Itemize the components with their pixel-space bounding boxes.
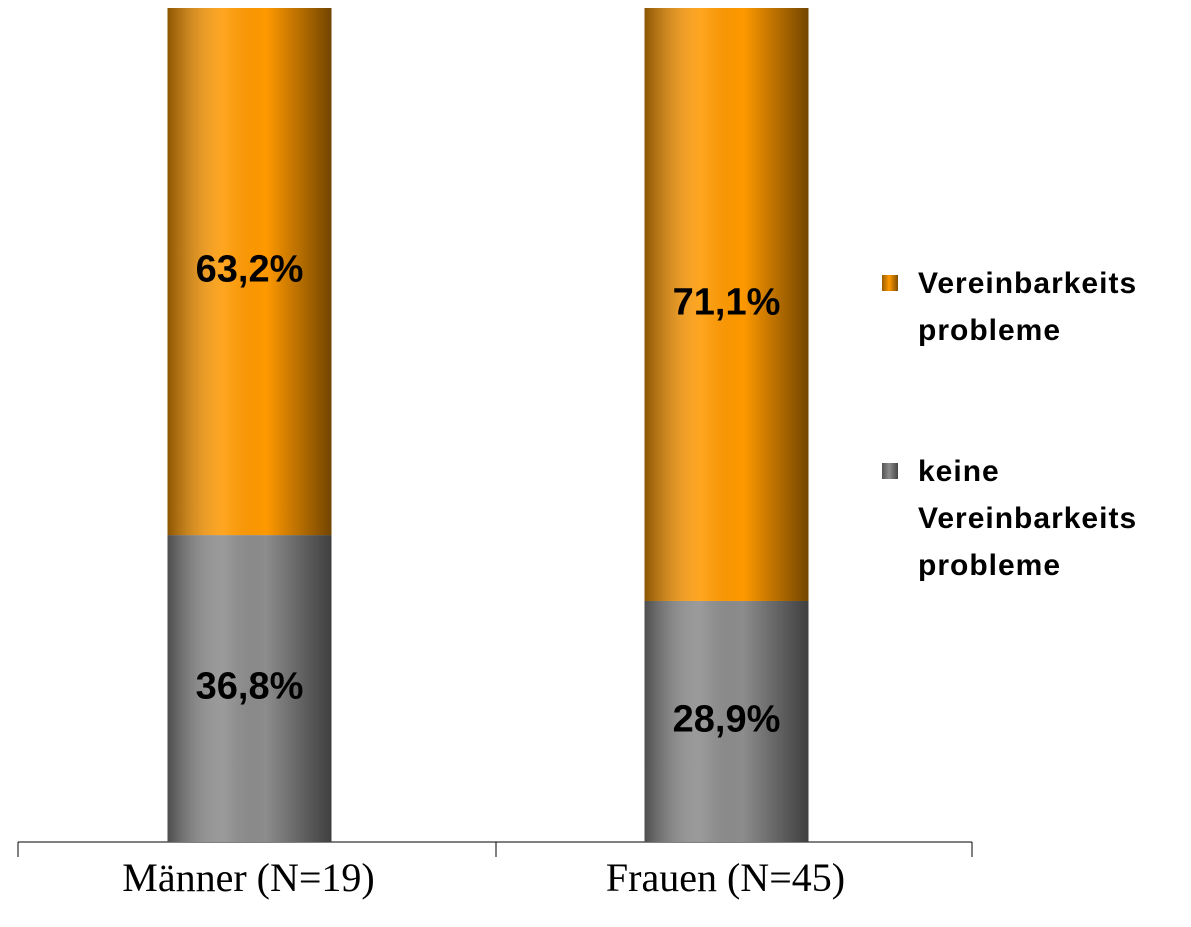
- legend-key: [882, 275, 898, 291]
- data-label: 36,8%: [196, 666, 304, 708]
- data-label: 63,2%: [196, 249, 304, 291]
- data-label: 71,1%: [673, 282, 781, 324]
- legend-label: Vereinbarkeits probleme: [918, 267, 1138, 347]
- bar-shading: [167, 535, 332, 842]
- data-label: 28,9%: [673, 699, 781, 741]
- legend-label: keine Vereinbarkeits probleme: [918, 455, 1138, 582]
- legend-key: [882, 463, 898, 479]
- x-tick-label: Frauen (N=45): [606, 855, 845, 900]
- bar-shading: [167, 8, 332, 536]
- bar-shading: [644, 8, 809, 601]
- bar-shading: [644, 600, 809, 842]
- x-tick-label: Männer (N=19): [122, 855, 374, 900]
